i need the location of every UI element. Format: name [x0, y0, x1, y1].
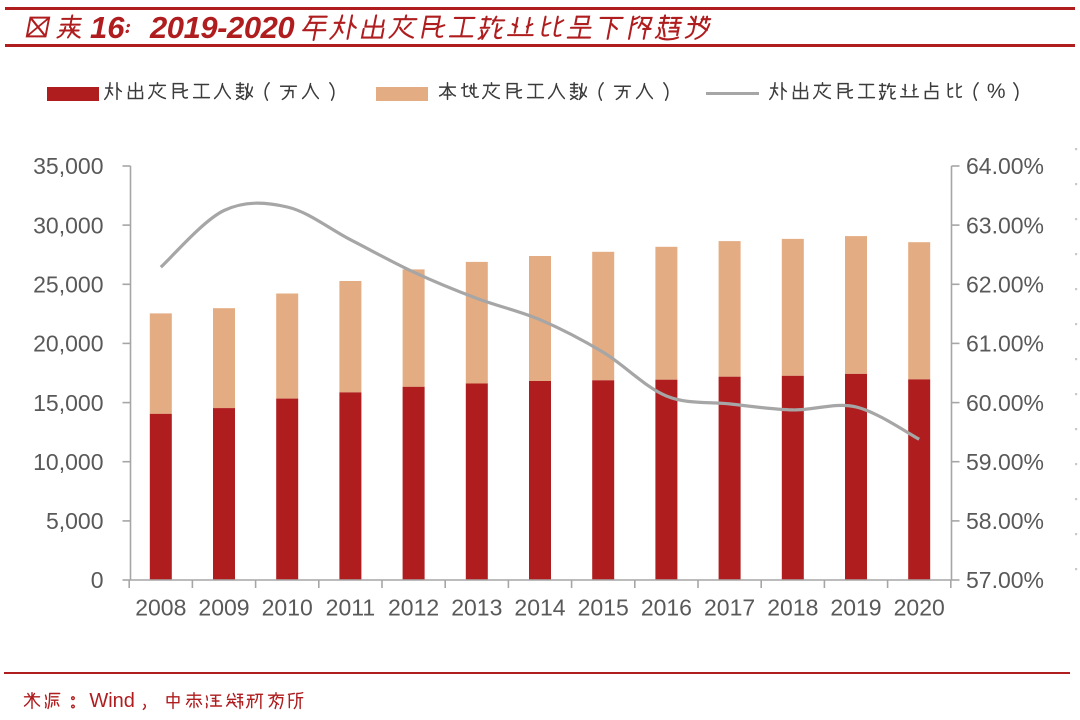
- svg-text:2009: 2009: [198, 595, 249, 621]
- svg-text:2017: 2017: [704, 595, 755, 621]
- svg-text:30,000: 30,000: [33, 212, 103, 238]
- svg-text:64.00%: 64.00%: [966, 153, 1044, 179]
- svg-text:25,000: 25,000: [33, 272, 103, 298]
- svg-text:58.00%: 58.00%: [966, 508, 1044, 534]
- svg-text:63.00%: 63.00%: [966, 212, 1044, 238]
- svg-text:2015: 2015: [578, 595, 629, 621]
- svg-text:60.00%: 60.00%: [966, 390, 1044, 416]
- svg-text:2020: 2020: [894, 595, 945, 621]
- svg-text:5,000: 5,000: [46, 508, 104, 534]
- svg-text:15,000: 15,000: [33, 390, 103, 416]
- svg-text:57.00%: 57.00%: [966, 567, 1044, 593]
- svg-text:59.00%: 59.00%: [966, 449, 1044, 475]
- svg-text:10,000: 10,000: [33, 449, 103, 475]
- svg-text:61.00%: 61.00%: [966, 331, 1044, 357]
- svg-text:2019: 2019: [830, 595, 881, 621]
- svg-text:2014: 2014: [514, 595, 565, 621]
- svg-text:2011: 2011: [326, 595, 375, 621]
- svg-text:35,000: 35,000: [33, 153, 103, 179]
- svg-text:0: 0: [91, 567, 104, 593]
- svg-text:2018: 2018: [767, 595, 818, 621]
- svg-text:2010: 2010: [262, 595, 313, 621]
- svg-text:2016: 2016: [641, 595, 692, 621]
- svg-text:2012: 2012: [388, 595, 439, 621]
- svg-text:2008: 2008: [135, 595, 186, 621]
- svg-text:62.00%: 62.00%: [966, 272, 1044, 298]
- svg-text:20,000: 20,000: [33, 331, 103, 357]
- svg-text:2013: 2013: [451, 595, 502, 621]
